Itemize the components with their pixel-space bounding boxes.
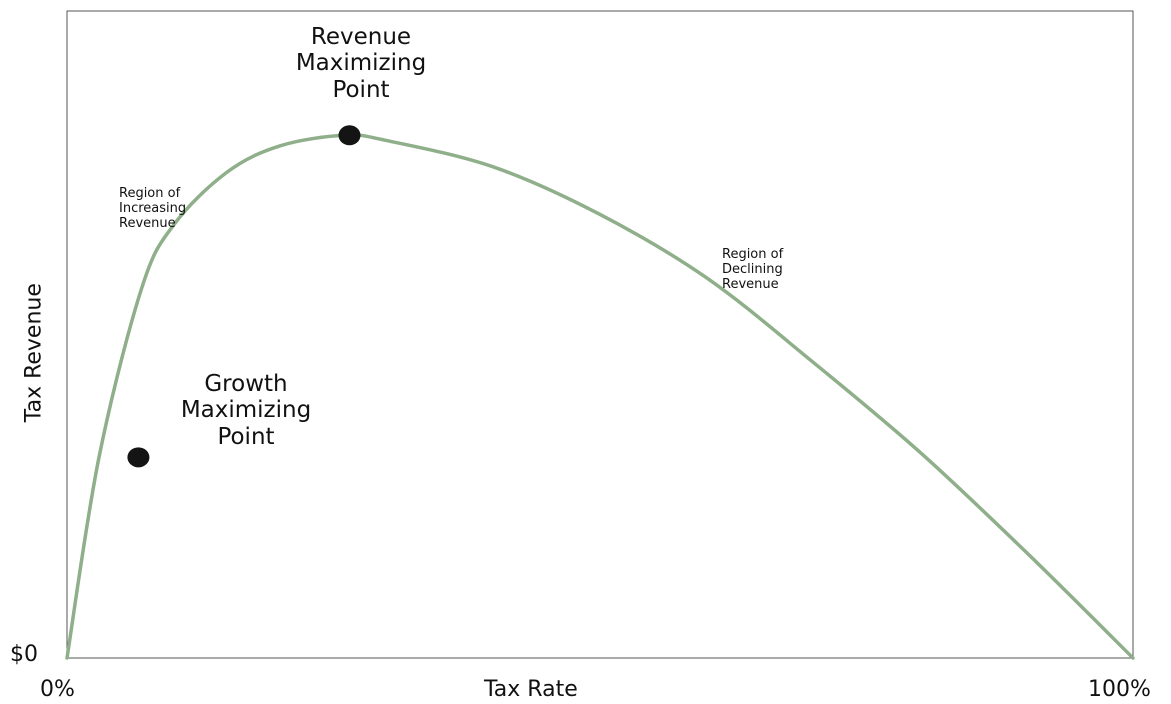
series-layer xyxy=(65,133,1135,660)
declining-revenue-annotation: Region of Declining Revenue xyxy=(722,247,784,292)
growth-maximizing-point-label: Growth Maximizing Point xyxy=(180,371,312,450)
x-tick-label-100: 100% xyxy=(1088,677,1151,702)
points-layer xyxy=(127,125,361,468)
revenue-maximizing-point-label: Revenue Maximizing Point xyxy=(295,24,427,103)
y-axis-label: Tax Revenue xyxy=(21,283,47,423)
increasing-revenue-annotation: Region of Increasing Revenue xyxy=(119,186,187,231)
y-tick-label-zero: $0 xyxy=(10,642,38,667)
laffer-curve-line-0 xyxy=(65,133,1135,660)
growth-maximizing-point-marker xyxy=(127,447,150,468)
x-axis-label: Tax Rate xyxy=(484,677,578,702)
x-tick-label-0: 0% xyxy=(40,677,75,702)
revenue-maximizing-point-marker xyxy=(338,125,361,146)
plot-frame xyxy=(66,10,1134,659)
